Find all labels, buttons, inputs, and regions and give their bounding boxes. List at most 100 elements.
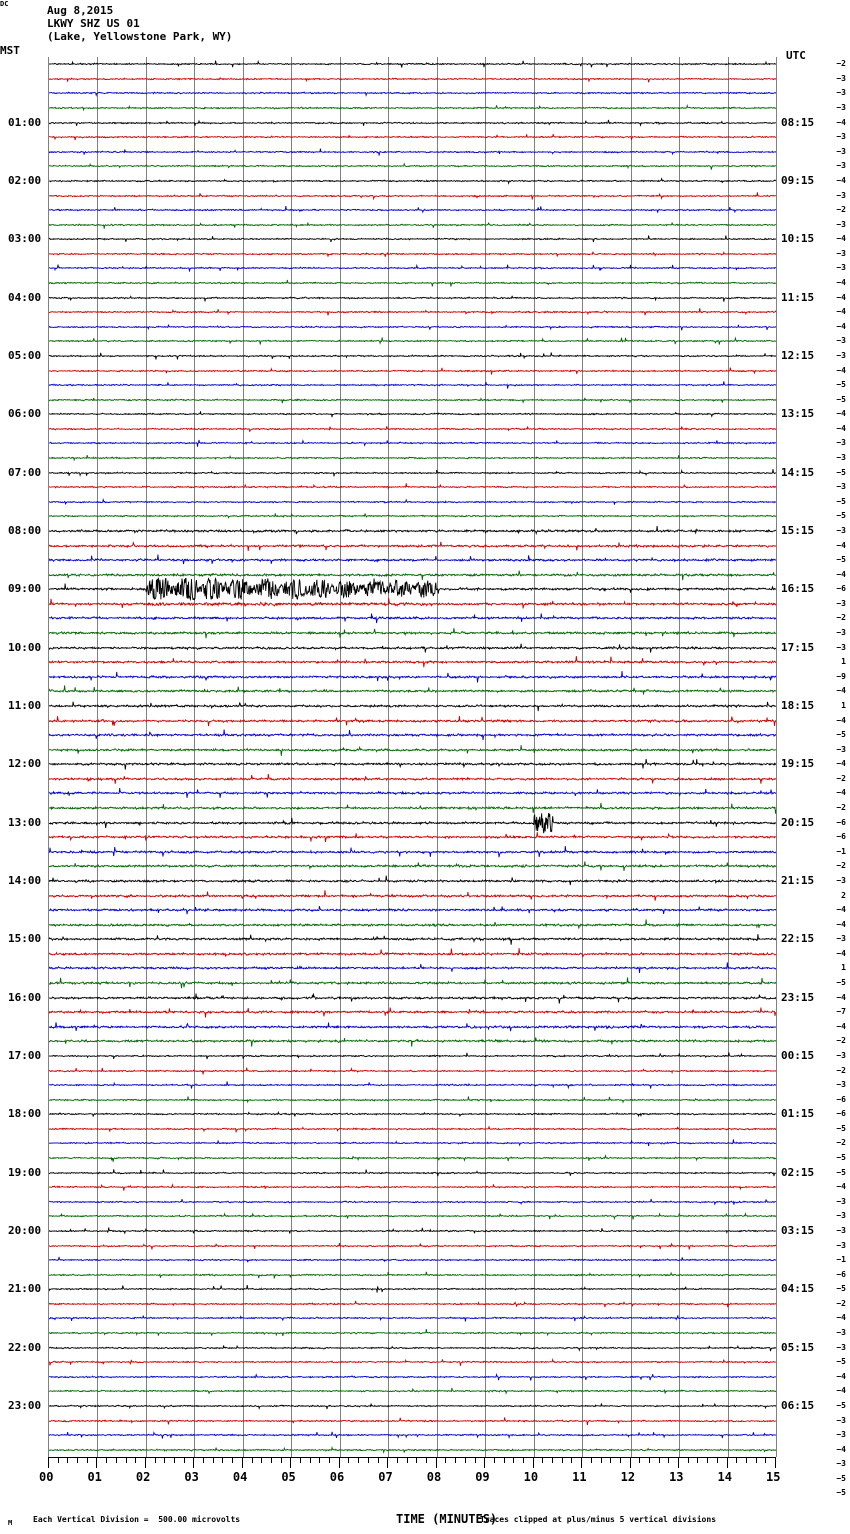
dc-offset-value: −5 — [836, 380, 846, 390]
seismogram-trace — [49, 195, 776, 225]
x-axis-minor-tick — [406, 1457, 408, 1463]
dc-offset-value: −3 — [836, 132, 846, 142]
x-axis-minor-tick — [183, 1457, 185, 1463]
dc-offset-value: −3 — [836, 248, 846, 258]
seismogram-trace — [49, 793, 776, 823]
x-axis-minor-tick — [639, 1457, 641, 1463]
dc-offset-value: −6 — [836, 817, 846, 827]
dc-offset-value: −3 — [836, 1050, 846, 1060]
dc-offset-value: −4 — [836, 1371, 846, 1381]
dc-offset-value: −4 — [836, 948, 846, 958]
x-axis-major-tick — [581, 1457, 583, 1468]
dc-offset-value: −4 — [836, 234, 846, 244]
x-axis-minor-tick — [377, 1457, 379, 1463]
dc-offset-value: −3 — [836, 598, 846, 608]
seismogram-trace — [49, 866, 776, 896]
x-axis-tick-label: 12 — [620, 1470, 636, 1484]
dc-offset-value: −3 — [836, 1342, 846, 1352]
dc-offset-value: −3 — [836, 350, 846, 360]
seismogram-trace — [49, 1099, 776, 1129]
seismogram-trace — [49, 1245, 776, 1275]
vertical-gridline — [436, 57, 438, 1457]
x-axis-minor-tick — [77, 1457, 79, 1463]
seismogram-trace — [49, 108, 776, 138]
seismogram-trace — [49, 93, 776, 123]
seismogram-trace — [49, 1391, 776, 1421]
utc-time-label: 01:15 — [781, 1107, 815, 1121]
dc-offset-value: −4 — [836, 788, 846, 798]
x-axis-ticks — [48, 1457, 776, 1469]
dc-offset-value: −4 — [836, 278, 846, 288]
seismogram-trace — [49, 122, 776, 152]
seismogram-trace — [49, 603, 776, 633]
dc-offset-value: −2 — [836, 1036, 846, 1046]
header-location: (Lake, Yellowstone Park, WY) — [47, 30, 233, 43]
x-axis-major-tick — [532, 1457, 534, 1468]
dc-offset-value: −5 — [836, 511, 846, 521]
seismogram-trace — [49, 1012, 776, 1042]
dc-offset-value: −3 — [836, 219, 846, 229]
x-axis-minor-tick — [232, 1457, 234, 1463]
dc-offset-value: −3 — [836, 482, 846, 492]
seismogram-trace — [49, 618, 776, 648]
dc-offset-value: −5 — [836, 1284, 846, 1294]
seismogram-trace — [49, 312, 776, 342]
vertical-gridline — [145, 57, 147, 1457]
seismogram-trace — [49, 1318, 776, 1348]
utc-time-label: 03:15 — [781, 1223, 815, 1237]
dc-offset-value: −4 — [836, 321, 846, 331]
dc-offset-value: −3 — [836, 875, 846, 885]
mst-time-label: 12:00 — [8, 757, 42, 771]
x-axis-tick-label: 02 — [135, 1470, 151, 1484]
dc-offset-value: −2 — [836, 205, 846, 215]
seismogram-trace — [49, 487, 776, 517]
dc-offset-value: −2 — [836, 613, 846, 623]
dc-offset-value: −4 — [836, 423, 846, 433]
seismogram-trace — [49, 1420, 776, 1450]
x-axis-tick-label: 11 — [572, 1470, 587, 1484]
x-axis-major-tick — [290, 1457, 292, 1468]
seismogram-trace — [49, 443, 776, 473]
utc-time-label: 16:15 — [781, 582, 815, 596]
seismogram-plot[interactable] — [48, 57, 777, 1457]
dc-offset-value: −3 — [836, 1328, 846, 1338]
x-axis-tick-label: 10 — [523, 1470, 539, 1484]
x-axis-minor-tick — [474, 1457, 476, 1463]
mst-time-label: 14:00 — [8, 873, 42, 887]
dc-offset-value: −3 — [836, 88, 846, 98]
seismogram-trace — [49, 1303, 776, 1333]
dc-offset-value: −3 — [836, 1430, 846, 1440]
x-axis-tick-label: 05 — [281, 1470, 296, 1484]
dc-offset-value: −4 — [836, 1021, 846, 1031]
dc-offset-value: −3 — [836, 438, 846, 448]
utc-time-label: 09:15 — [781, 173, 815, 187]
seismogram-trace — [49, 1260, 776, 1290]
mst-time-label: 10:00 — [8, 640, 42, 654]
dc-offset-value: −2 — [836, 1138, 846, 1148]
seismogram-trace — [49, 822, 776, 852]
mst-time-label: 04:00 — [8, 290, 42, 304]
dc-offset-value: −5 — [836, 978, 846, 988]
seismogram-trace — [49, 676, 776, 706]
dc-offset-value: −4 — [836, 1444, 846, 1454]
utc-time-label: 20:15 — [781, 815, 815, 829]
seismogram-trace — [49, 181, 776, 211]
dc-offset-value: −4 — [836, 292, 846, 302]
seismogram-trace — [49, 239, 776, 269]
footer-marker: M — [8, 1519, 13, 1527]
seismogram-trace — [49, 501, 776, 531]
x-axis-tick-label: 03 — [184, 1470, 199, 1484]
x-axis-minor-tick — [619, 1457, 621, 1463]
dc-offset-value: −5 — [836, 1488, 846, 1498]
seismogram-trace — [49, 1172, 776, 1202]
seismogram-trace — [49, 720, 776, 750]
x-axis-minor-tick — [358, 1457, 360, 1463]
seismogram-trace — [49, 1347, 776, 1377]
x-axis-minor-tick — [367, 1457, 369, 1463]
dc-offset-value: −3 — [836, 1211, 846, 1221]
dc-offset-value: 1 — [841, 963, 846, 973]
dc-offset-value: −5 — [836, 467, 846, 477]
x-axis-minor-tick — [212, 1457, 214, 1463]
x-axis-minor-tick — [174, 1457, 175, 1463]
